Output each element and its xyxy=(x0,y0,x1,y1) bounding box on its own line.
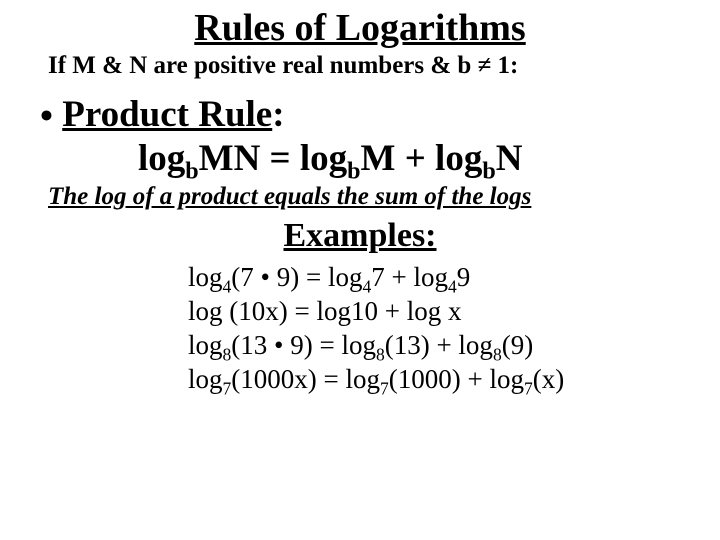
formula-part: MN = log xyxy=(199,138,348,179)
ex-sub: 8 xyxy=(493,344,502,364)
rule-note: The log of a product equals the sum of t… xyxy=(48,183,680,211)
ex-text: log xyxy=(188,364,223,394)
ex-text: log xyxy=(188,262,223,292)
formula-sub: b xyxy=(482,158,495,184)
ex-sub: 7 xyxy=(524,378,533,398)
ex-text: log xyxy=(188,330,223,360)
ex-text: (9) xyxy=(502,330,533,360)
formula-part: log xyxy=(138,138,185,179)
formula-sub: b xyxy=(347,158,360,184)
example-row: log7(1000x) = log7(1000) + log7(x) xyxy=(188,363,680,397)
ex-text: (13) + log xyxy=(385,330,493,360)
ex-text: (1000x) = log xyxy=(231,364,380,394)
ex-text: (13 • 9) = log xyxy=(231,330,376,360)
formula-sub: b xyxy=(185,158,198,184)
rule-name: Product Rule xyxy=(62,94,272,135)
example-row: log (10x) = log10 + log x xyxy=(188,295,680,329)
rule-formula: logbMN = logbM + logbN xyxy=(138,139,680,180)
ex-text: 9 xyxy=(457,262,471,292)
ex-sub: 4 xyxy=(448,277,457,297)
ex-text: (1000) + log xyxy=(389,364,524,394)
formula-part: N xyxy=(496,138,523,179)
formula-part: M + log xyxy=(361,138,483,179)
rule-colon: : xyxy=(272,94,284,135)
ex-text: (7 • 9) = log xyxy=(231,262,362,292)
example-row: log4(7 • 9) = log47 + log49 xyxy=(188,261,680,295)
ex-sub: 7 xyxy=(380,378,389,398)
rule-bullet-line: • Product Rule: xyxy=(40,94,680,139)
examples-heading: Examples: xyxy=(40,217,680,255)
bullet-icon: • xyxy=(40,96,53,139)
ex-sub: 8 xyxy=(223,344,232,364)
slide-title: Rules of Logarithms xyxy=(40,6,680,50)
ex-text: log (10x) = log10 + log x xyxy=(188,296,461,326)
ex-sub: 7 xyxy=(223,378,232,398)
ex-text: 7 + log xyxy=(371,262,448,292)
ex-sub: 4 xyxy=(223,277,232,297)
example-row: log8(13 • 9) = log8(13) + log8(9) xyxy=(188,329,680,363)
slide-subtitle: If M & N are positive real numbers & b ≠… xyxy=(48,52,680,80)
ex-sub: 4 xyxy=(362,277,371,297)
slide: Rules of Logarithms If M & N are positiv… xyxy=(0,0,720,416)
ex-text: (x) xyxy=(533,364,564,394)
examples-list: log4(7 • 9) = log47 + log49 log (10x) = … xyxy=(188,261,680,396)
ex-sub: 8 xyxy=(376,344,385,364)
